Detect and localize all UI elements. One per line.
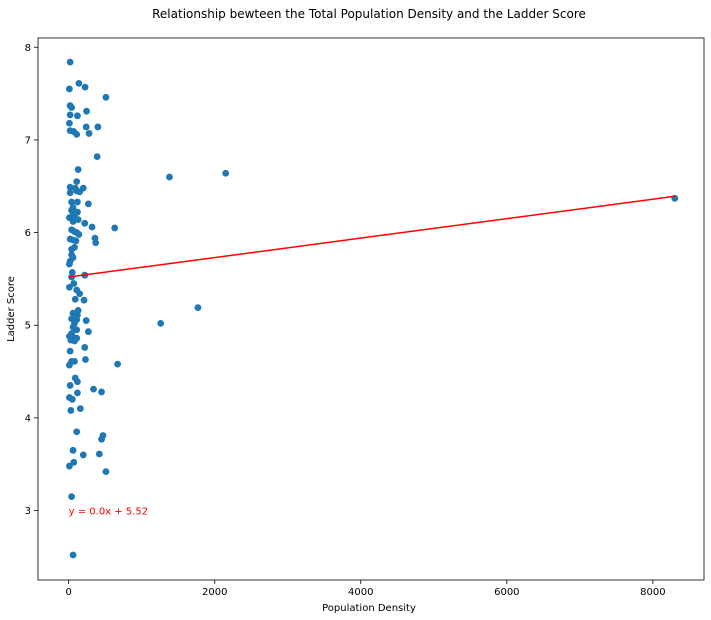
data-point: [81, 344, 89, 351]
data-point: [102, 468, 110, 475]
data-point: [66, 85, 73, 93]
data-point: [68, 493, 75, 501]
x-tick-label: 8000: [640, 587, 665, 598]
y-tick-label: 6: [25, 228, 31, 239]
data-point: [74, 112, 81, 120]
data-point: [74, 216, 82, 223]
y-tick-label: 3: [25, 506, 31, 517]
data-point: [68, 198, 75, 206]
y-tick-label: 4: [25, 413, 31, 424]
data-point: [69, 446, 77, 454]
data-point: [71, 295, 79, 303]
data-point: [84, 328, 92, 336]
data-point: [114, 360, 121, 368]
data-point: [92, 239, 100, 247]
data-point: [66, 462, 73, 470]
data-point: [81, 83, 89, 91]
regression-line-group: [68, 195, 675, 278]
data-point: [69, 551, 77, 559]
data-point: [71, 243, 78, 251]
data-point: [82, 317, 90, 324]
data-point: [84, 200, 92, 208]
data-point: [102, 93, 110, 101]
data-point: [94, 123, 102, 131]
y-tick-label: 8: [25, 43, 31, 54]
data-point: [66, 347, 74, 355]
x-tick-label: 0: [65, 587, 71, 598]
data-point: [72, 237, 80, 245]
data-point: [67, 407, 75, 414]
data-point: [68, 104, 75, 111]
data-point: [71, 337, 78, 345]
data-point: [66, 283, 73, 291]
data-point: [98, 435, 105, 443]
data-point: [66, 111, 74, 119]
data-point: [73, 187, 81, 195]
data-point: [74, 198, 81, 206]
x-axis-ticks: 0 2000 4000 6000 8000: [65, 580, 666, 598]
data-point: [88, 223, 96, 231]
data-point: [76, 290, 84, 298]
x-tick-label: 2000: [202, 587, 227, 598]
data-point: [157, 319, 165, 327]
data-point: [74, 378, 81, 386]
data-point: [85, 130, 93, 137]
x-tick-label: 6000: [494, 587, 519, 598]
data-point: [73, 178, 81, 186]
y-tick-label: 7: [25, 135, 31, 146]
data-point: [69, 218, 77, 225]
data-point: [66, 189, 74, 197]
data-point: [80, 296, 88, 304]
data-point: [82, 123, 90, 131]
plot-area-frame: [37, 37, 705, 581]
data-point: [81, 219, 89, 227]
data-point: [194, 304, 202, 312]
data-point: [66, 361, 73, 369]
data-point: [166, 173, 173, 181]
data-point: [82, 356, 89, 363]
x-tick-label: 4000: [348, 587, 373, 598]
data-point: [73, 326, 81, 334]
data-point: [98, 388, 105, 396]
data-point: [111, 224, 119, 232]
data-point: [75, 79, 83, 87]
regression-equation-annotation: y = 0.0x + 5.52: [69, 507, 148, 518]
chart-title: Relationship bewteen the Total Populatio…: [152, 7, 586, 21]
data-point: [73, 130, 81, 138]
x-axis-label: Population Density: [322, 603, 416, 614]
data-point: [95, 450, 103, 458]
data-point: [76, 405, 84, 412]
data-point: [79, 451, 87, 459]
data-point: [66, 382, 74, 389]
data-point: [83, 107, 90, 115]
data-point: [74, 389, 81, 397]
data-point: [66, 183, 74, 191]
data-point: [66, 119, 73, 127]
data-point: [74, 166, 82, 173]
y-axis-ticks: 3 4 5 6 7 8: [25, 43, 38, 517]
data-point: [75, 231, 83, 238]
data-point: [66, 260, 73, 268]
regression-line: [68, 195, 675, 278]
data-point: [90, 385, 97, 393]
data-point: [222, 169, 230, 177]
y-axis-label: Ladder Score: [6, 276, 17, 342]
data-point: [68, 395, 76, 403]
y-tick-label: 5: [25, 321, 31, 332]
scatter-points: [66, 58, 679, 559]
data-point: [93, 153, 101, 160]
data-point: [66, 58, 74, 66]
data-point: [73, 428, 81, 436]
